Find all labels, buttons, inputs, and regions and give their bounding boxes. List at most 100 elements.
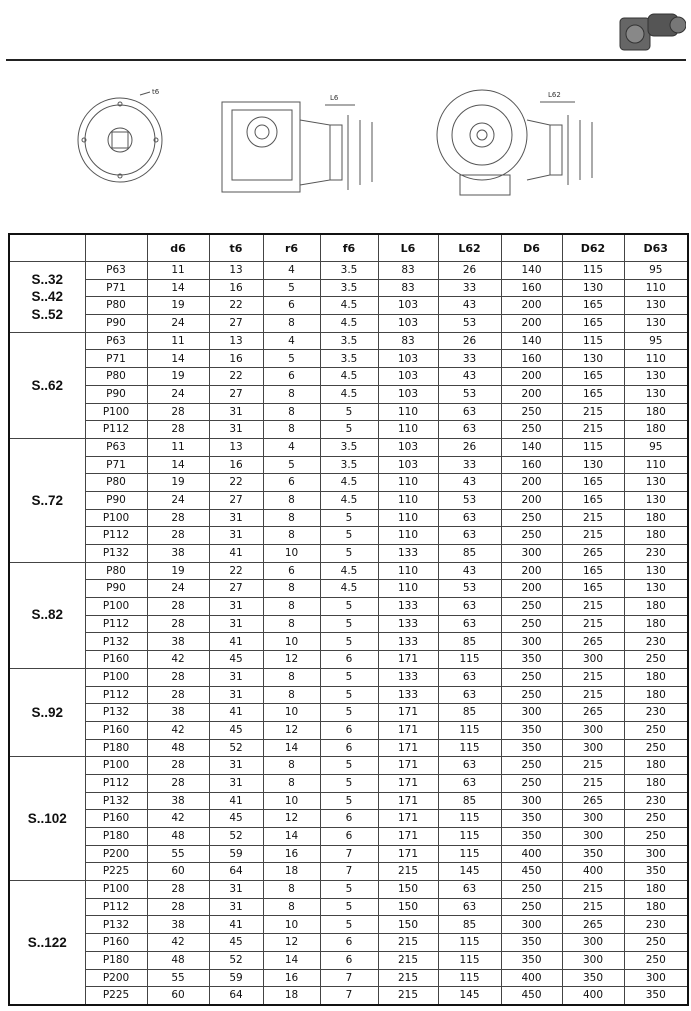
table-row: P160 42 45 12 6 215 115 350 300 250	[9, 933, 689, 952]
value-cell: 83	[377, 261, 439, 280]
value-cell: 5	[262, 278, 321, 298]
value-cell: 63	[437, 402, 502, 422]
value-cell: 140	[500, 261, 563, 280]
motor-cell: P100	[84, 756, 148, 775]
table-row: P71 14 16 5 3.5 83 33 160 130 110	[9, 278, 689, 298]
value-cell: 265	[561, 915, 625, 935]
group-label: S..122	[27, 934, 67, 950]
motor-cell: P71	[84, 349, 148, 369]
value-cell: 22	[208, 473, 264, 492]
value-cell: 300	[500, 632, 563, 652]
header-cell: D63	[623, 233, 689, 262]
value-cell: 8	[262, 773, 321, 793]
value-cell: 63	[437, 597, 502, 616]
table-row: P225 60 64 18 7 215 145 450 400 350	[9, 862, 689, 882]
motor-cell: P132	[84, 915, 148, 935]
value-cell: 5	[319, 773, 379, 793]
value-cell: 5	[319, 614, 379, 634]
value-cell: 4.5	[319, 579, 379, 599]
value-cell: 300	[561, 809, 625, 828]
value-cell: 171	[377, 773, 439, 793]
table-body: S..32 S..42 S..52 P63 11 13 4 3.5 83 26 140 115 95 P7…	[8, 261, 689, 1006]
value-cell: 171	[377, 756, 439, 775]
table-row: P132 38 41 10 5 171 85 300 265 230	[9, 791, 689, 811]
value-cell: 130	[623, 473, 689, 492]
value-cell: 6	[319, 950, 379, 970]
value-cell: 85	[437, 703, 502, 722]
table-row: S..72 P63 11 13 4 3.5 103 26 140 115 95	[8, 437, 689, 563]
value-cell: 180	[623, 685, 689, 705]
value-cell: 95	[623, 331, 689, 351]
value-cell: 115	[437, 827, 502, 846]
value-cell: 250	[500, 667, 563, 687]
table-row: S..32 S..42 S..52 P63 11 13 4 3.5 83 26 140 115 95	[8, 261, 689, 333]
motor-cell: P112	[84, 685, 148, 705]
value-cell: 215	[561, 526, 625, 545]
value-cell: 130	[623, 296, 689, 316]
value-cell: 5	[319, 667, 379, 687]
motor-cell: P112	[84, 897, 148, 917]
value-cell: 31	[208, 880, 264, 899]
value-cell: 230	[623, 632, 689, 652]
value-cell: 103	[377, 455, 439, 475]
value-cell: 31	[208, 667, 264, 687]
group-cell: S..92	[8, 667, 86, 758]
motor-cell: P71	[84, 455, 148, 475]
value-cell: 300	[561, 650, 625, 669]
value-cell: 133	[377, 667, 439, 687]
value-cell: 250	[500, 685, 563, 705]
value-cell: 12	[262, 650, 321, 669]
table-row: P100 28 31 8 5 133 63 250 215 180	[9, 597, 689, 616]
value-cell: 230	[623, 791, 689, 811]
group-label: S..82	[31, 607, 64, 623]
table-row: P180 48 52 14 6 215 115 350 300 250	[9, 950, 689, 970]
value-cell: 31	[208, 685, 264, 705]
value-cell: 45	[208, 933, 264, 952]
value-cell: 110	[377, 579, 439, 599]
table-row: P112 28 31 8 5 110 63 250 215 180	[9, 420, 689, 439]
technical-drawings: t6 L6 L62	[77, 88, 593, 196]
motor-cell: P160	[84, 650, 148, 669]
value-cell: 10	[262, 791, 321, 811]
value-cell: 215	[561, 880, 625, 899]
motor-cell: P132	[84, 703, 148, 722]
value-cell: 265	[561, 632, 625, 652]
value-cell: 18	[262, 986, 321, 1006]
value-cell: 165	[561, 490, 625, 510]
value-cell: 350	[500, 720, 563, 740]
value-cell: 10	[262, 544, 321, 563]
value-cell: 265	[561, 544, 625, 563]
value-cell: 5	[319, 402, 379, 422]
value-cell: 180	[623, 420, 689, 439]
value-cell: 115	[437, 844, 502, 864]
value-cell: 200	[500, 314, 563, 333]
value-cell: 5	[319, 420, 379, 439]
value-cell: 180	[623, 880, 689, 899]
value-cell: 250	[623, 650, 689, 669]
value-cell: 19	[146, 561, 210, 581]
value-cell: 43	[437, 296, 502, 316]
value-cell: 300	[500, 703, 563, 722]
value-cell: 130	[561, 278, 625, 298]
group-label: S..32	[31, 271, 64, 287]
side-view: L6	[221, 94, 373, 193]
value-cell: 110	[377, 473, 439, 492]
value-cell: 110	[623, 349, 689, 369]
table-row: P112 28 31 8 5 133 63 250 215 180	[9, 614, 689, 634]
value-cell: 64	[208, 986, 264, 1006]
value-cell: 140	[500, 437, 563, 457]
value-cell: 165	[561, 384, 625, 404]
header-cell: f6	[319, 233, 379, 262]
value-cell: 115	[437, 933, 502, 952]
value-cell: 45	[208, 650, 264, 669]
value-cell: 7	[319, 986, 379, 1006]
value-cell: 350	[561, 844, 625, 864]
value-cell: 250	[500, 880, 563, 899]
value-cell: 215	[561, 773, 625, 793]
value-cell: 5	[319, 703, 379, 722]
value-cell: 22	[208, 367, 264, 386]
value-cell: 215	[377, 968, 439, 988]
value-cell: 160	[500, 349, 563, 369]
value-cell: 52	[208, 827, 264, 846]
